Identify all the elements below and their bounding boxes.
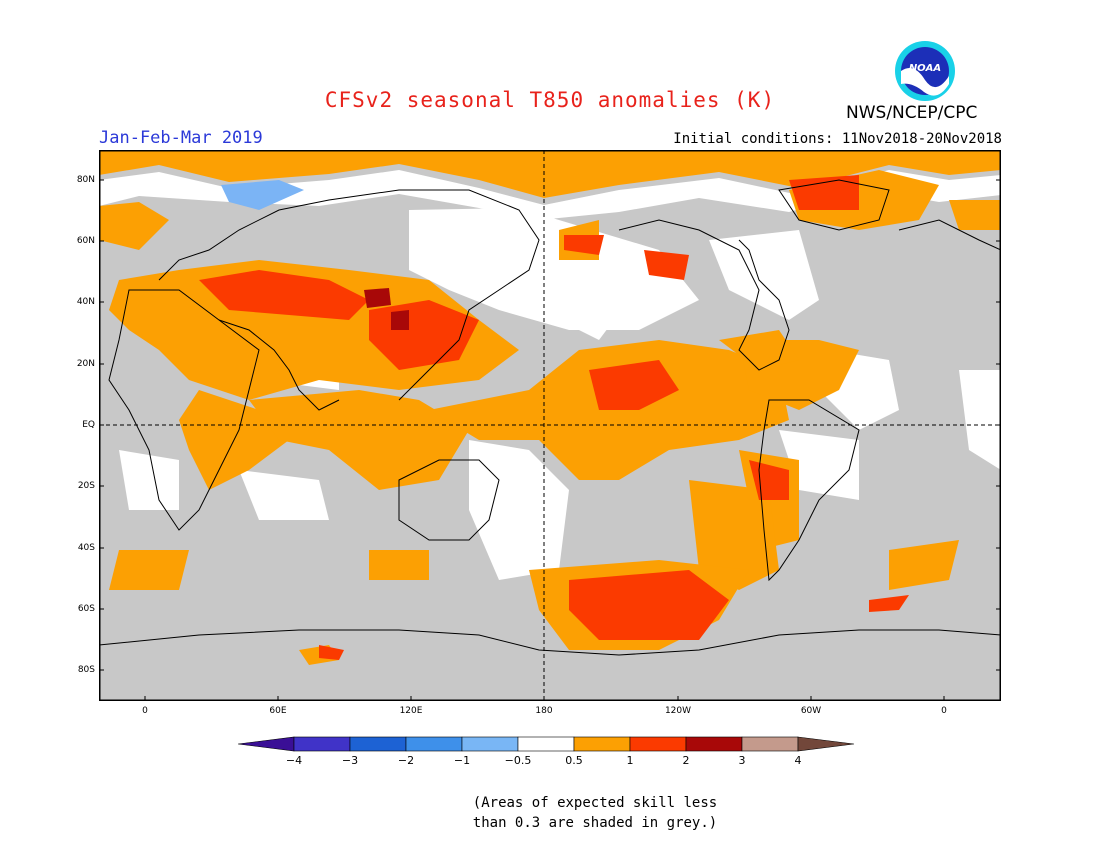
lon-label-120e: 120E <box>399 706 423 716</box>
legend-colorbar <box>238 736 855 752</box>
coastline-antarctica <box>99 629 1001 656</box>
skill-note-line-1: (Areas of expected skill less <box>472 795 718 811</box>
legend-arrow-high <box>797 736 855 752</box>
coastline-europe-asia <box>158 189 540 401</box>
skill-note-line-2: than 0.3 are shaded in grey.) <box>472 815 718 831</box>
forecast-period: Jan-Feb-Mar 2019 <box>99 128 263 148</box>
lon-label-180: 180 <box>535 706 553 716</box>
negative-anomaly-areas <box>221 180 304 210</box>
lat-label-80n: 80N <box>76 175 95 185</box>
lat-label-20n: 20N <box>76 359 95 369</box>
lat-label-60s: 60S <box>77 604 95 614</box>
lon-label-0: 0 <box>142 706 148 716</box>
legend-tick-label: 0.5 <box>565 754 583 767</box>
legend-tick-label: −3 <box>341 754 359 767</box>
legend-bin <box>461 736 519 752</box>
skill-note: (Areas of expected skill less than 0.3 a… <box>0 793 1100 833</box>
extreme-positive-anomaly-areas <box>364 288 409 330</box>
coastline-greenland <box>778 179 890 231</box>
lat-label-40s: 40S <box>77 543 95 553</box>
legend-arrow-low <box>238 736 295 752</box>
agency-label: NWS/NCEP/CPC <box>846 103 978 123</box>
coastline-australia <box>398 459 500 541</box>
legend-tick-label: 1 <box>626 754 634 767</box>
legend-tick-label: 4 <box>794 754 802 767</box>
legend-tick-label: −1 <box>453 754 471 767</box>
legend-tick-label: −2 <box>397 754 415 767</box>
coastline-north-america <box>618 219 790 371</box>
legend-bin <box>349 736 407 752</box>
lat-label-eq: EQ <box>82 420 95 430</box>
legend-bin <box>517 736 575 752</box>
lon-label-120w: 120W <box>664 706 692 716</box>
legend-tick-label: −0.5 <box>504 754 532 767</box>
map-title: CFSv2 seasonal T850 anomalies (K) <box>324 88 776 112</box>
legend-tick-label: −4 <box>285 754 303 767</box>
legend-bin <box>573 736 631 752</box>
legend-bin <box>293 736 351 752</box>
legend-tick-label: 2 <box>682 754 690 767</box>
legend-bin <box>685 736 743 752</box>
coastlines <box>99 179 1001 656</box>
coastline-africa <box>108 289 260 531</box>
legend-tick-label: 3 <box>738 754 746 767</box>
logo-text: NOAA <box>909 63 941 74</box>
lon-label-60w: 60W <box>800 706 822 716</box>
lon-label-60e: 60E <box>269 706 287 716</box>
legend-bin <box>629 736 687 752</box>
coastline-arabia-india <box>218 319 340 411</box>
lon-label-0-east: 0 <box>941 706 947 716</box>
map-frame <box>99 150 1001 701</box>
lat-label-20s: 20S <box>77 481 95 491</box>
noaa-logo: NOAA <box>895 41 955 101</box>
coastline-europe-east <box>898 219 1001 251</box>
legend-bin <box>405 736 463 752</box>
lat-label-60n: 60N <box>76 236 95 246</box>
lat-label-80s: 80S <box>77 665 95 675</box>
initial-conditions: Initial conditions: 11Nov2018-20Nov2018 <box>673 131 1002 147</box>
legend-bin <box>741 736 799 752</box>
lat-label-40n: 40N <box>76 297 95 307</box>
anomaly-map <box>99 150 1001 701</box>
